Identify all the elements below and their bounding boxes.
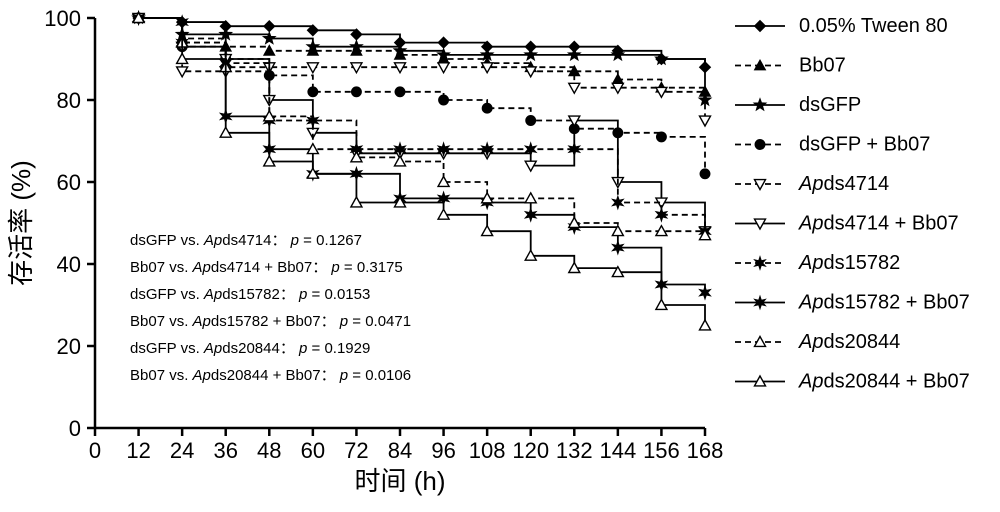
stats-line: dsGFP vs. Apds20844： p = 0.1929 bbox=[130, 340, 370, 357]
y-tick-label: 100 bbox=[44, 6, 81, 31]
x-tick-label: 156 bbox=[643, 438, 680, 463]
x-tick-label: 132 bbox=[556, 438, 593, 463]
stats-line: Apds4714 + Bb07 bbox=[798, 213, 959, 235]
x-tick-label: 12 bbox=[126, 438, 150, 463]
stats-line: Bb07 vs. Apds4714 + Bb07： p = 0.3175 bbox=[130, 259, 403, 276]
x-tick-label: 144 bbox=[599, 438, 636, 463]
x-tick-label: 96 bbox=[431, 438, 455, 463]
y-tick-label: 60 bbox=[57, 170, 81, 195]
x-tick-label: 120 bbox=[512, 438, 549, 463]
stats-line: Bb07 bbox=[799, 55, 846, 77]
x-tick-label: 84 bbox=[388, 438, 412, 463]
y-axis-label: 存活率 (%) bbox=[6, 160, 36, 286]
stats-line: dsGFP + Bb07 bbox=[799, 134, 930, 156]
x-axis-label: 时间 (h) bbox=[354, 466, 445, 496]
x-tick-label: 0 bbox=[89, 438, 101, 463]
y-tick-label: 20 bbox=[57, 334, 81, 359]
stats-line: Apds15782 + Bb07 bbox=[798, 292, 970, 314]
stats-line: 0.05% Tween 80 bbox=[799, 15, 948, 37]
stats-line: Apds20844 + Bb07 bbox=[798, 371, 970, 393]
x-tick-label: 108 bbox=[469, 438, 506, 463]
stats-line: Bb07 vs. Apds15782 + Bb07： p = 0.0471 bbox=[130, 313, 411, 330]
x-tick-label: 72 bbox=[344, 438, 368, 463]
x-tick-label: 48 bbox=[257, 438, 281, 463]
survival-chart: 0122436486072849610812013214415616802040… bbox=[0, 0, 1000, 512]
x-tick-label: 168 bbox=[687, 438, 724, 463]
stats-line: Bb07 vs. Apds20844 + Bb07： p = 0.0106 bbox=[130, 367, 411, 384]
stats-line: Apds15782 bbox=[798, 252, 900, 274]
x-tick-label: 24 bbox=[170, 438, 194, 463]
stats-line: dsGFP bbox=[799, 94, 861, 116]
stats-line: Apds4714 bbox=[798, 173, 889, 195]
stats-line: dsGFP vs. Apds15782： p = 0.0153 bbox=[130, 286, 370, 303]
stats-line: dsGFP vs. Apds4714： p = 0.1267 bbox=[130, 232, 362, 249]
y-tick-label: 80 bbox=[57, 88, 81, 113]
x-tick-label: 36 bbox=[213, 438, 237, 463]
y-tick-label: 0 bbox=[69, 416, 81, 441]
y-tick-label: 40 bbox=[57, 252, 81, 277]
x-tick-label: 60 bbox=[301, 438, 325, 463]
stats-line: Apds20844 bbox=[798, 331, 900, 353]
